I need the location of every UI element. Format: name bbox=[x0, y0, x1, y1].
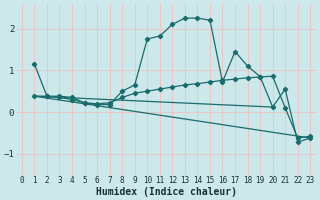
X-axis label: Humidex (Indice chaleur): Humidex (Indice chaleur) bbox=[96, 186, 236, 197]
